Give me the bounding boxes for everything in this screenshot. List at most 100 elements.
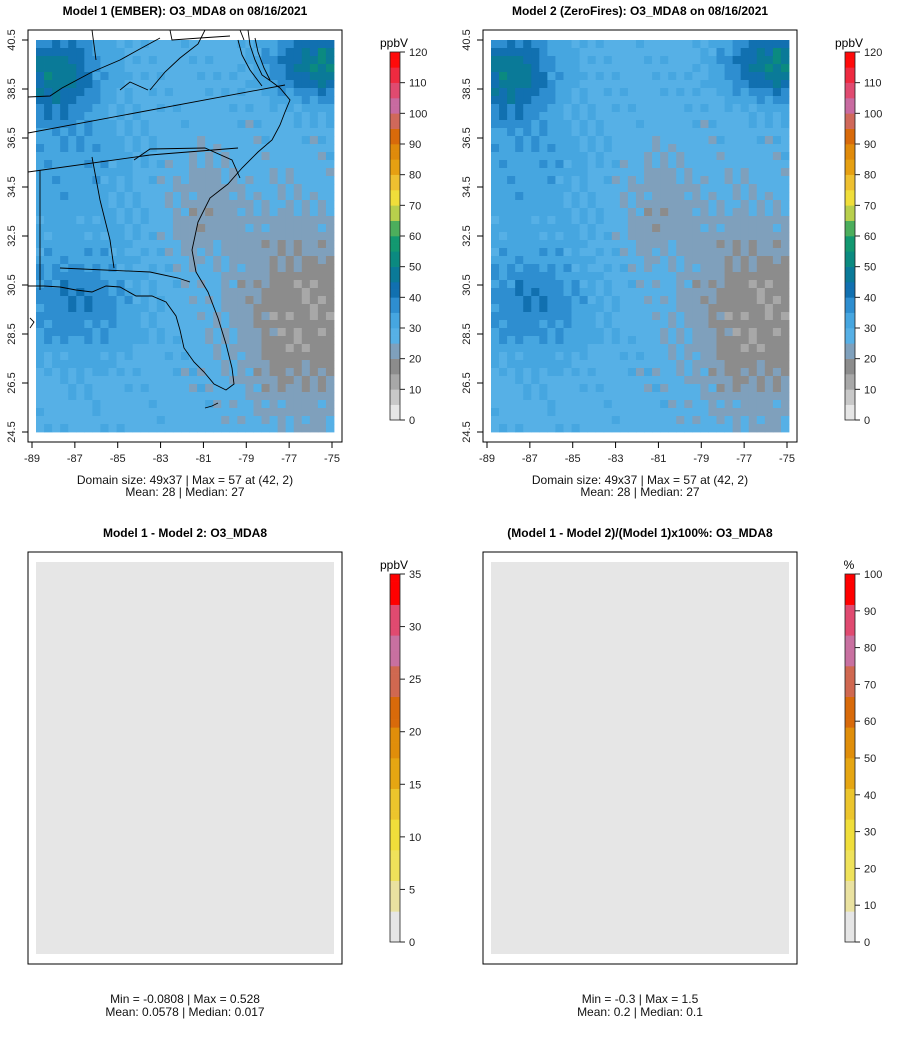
heatmap-cell xyxy=(100,376,109,385)
heatmap-cell xyxy=(764,296,774,305)
heatmap-cell xyxy=(124,160,134,169)
heatmap-cell xyxy=(164,96,174,105)
colorbar-segment xyxy=(845,842,855,851)
heatmap-cell xyxy=(660,176,669,185)
heatmap-cell xyxy=(245,48,254,57)
heatmap-cell xyxy=(539,312,548,321)
colorbar-tick-label: 30 xyxy=(864,827,876,839)
heatmap-cell xyxy=(156,408,166,417)
heatmap-cell xyxy=(116,72,125,81)
heatmap-cell xyxy=(740,176,750,185)
heatmap-cell xyxy=(229,80,238,89)
heatmap-cell xyxy=(491,256,500,265)
colorbar-segment xyxy=(390,98,400,106)
heatmap-cell xyxy=(555,56,564,65)
heatmap-cell xyxy=(44,104,53,113)
heatmap-cell xyxy=(213,240,222,249)
heatmap-cell xyxy=(124,264,134,273)
heatmap-cell xyxy=(124,296,134,305)
heatmap-cell xyxy=(140,224,150,233)
heatmap-cell xyxy=(76,304,85,313)
border-line xyxy=(28,84,286,134)
heatmap-cell xyxy=(531,256,540,265)
heatmap-cell xyxy=(68,104,77,113)
heatmap-cell xyxy=(76,128,85,137)
heatmap-cell xyxy=(285,64,295,73)
heatmap-cell xyxy=(539,192,548,201)
heatmap-cell xyxy=(652,160,661,169)
heatmap-cell xyxy=(660,184,669,193)
heatmap-cell xyxy=(221,232,230,241)
heatmap-cell xyxy=(140,168,150,177)
panel-2: Model 2 (ZeroFires): O3_MDA8 on 08/16/20… xyxy=(461,4,882,499)
heatmap-cell xyxy=(579,224,589,233)
heatmap-cell xyxy=(652,232,661,241)
heatmap-cell xyxy=(635,88,645,97)
heatmap-cell xyxy=(189,232,198,241)
heatmap-cell xyxy=(148,280,158,289)
heatmap-cell xyxy=(627,104,637,113)
heatmap-cell xyxy=(116,168,125,177)
heatmap-cell xyxy=(627,64,637,73)
heatmap-cell xyxy=(724,144,734,153)
colorbar-segment xyxy=(390,911,400,920)
heatmap-cell xyxy=(317,168,327,177)
heatmap-cell xyxy=(309,136,319,145)
heatmap-cell xyxy=(269,264,279,273)
heatmap-cell xyxy=(84,176,93,185)
colorbar-segment xyxy=(390,934,400,943)
heatmap-cell xyxy=(579,368,589,377)
heatmap-cell xyxy=(724,400,734,409)
heatmap-cell xyxy=(732,328,742,337)
heatmap-cell xyxy=(499,104,508,113)
heatmap-cell xyxy=(780,344,790,353)
heatmap-cell xyxy=(595,400,605,409)
heatmap-cell xyxy=(603,224,613,233)
heatmap-cell xyxy=(189,192,198,201)
heatmap-cell xyxy=(668,208,677,217)
heatmap-cell xyxy=(269,232,279,241)
colorbar-frame xyxy=(389,573,401,943)
heatmap-cell xyxy=(732,248,742,257)
heatmap-cell xyxy=(189,48,198,57)
heatmap-cell xyxy=(293,136,303,145)
heatmap-cell xyxy=(692,296,701,305)
heatmap-cell xyxy=(732,48,742,57)
heatmap-cell xyxy=(780,424,790,433)
heatmap-cell xyxy=(579,296,589,305)
heatmap-cell xyxy=(76,264,85,273)
heatmap-cell xyxy=(44,280,53,289)
heatmap-cell xyxy=(285,288,295,297)
heatmap-cell xyxy=(579,40,589,49)
heatmap-cell xyxy=(180,184,190,193)
heatmap-cell xyxy=(523,280,532,289)
heatmap-cell xyxy=(684,352,693,361)
colorbar-segment xyxy=(390,581,400,590)
heatmap-cell xyxy=(652,120,661,129)
heatmap-cell xyxy=(44,320,53,329)
heatmap-cell xyxy=(619,296,629,305)
heatmap-cell xyxy=(100,200,109,209)
heatmap-cell xyxy=(700,112,709,121)
heatmap-cell xyxy=(692,328,701,337)
heatmap-cell xyxy=(780,216,790,225)
heatmap-cell xyxy=(197,112,206,121)
heatmap-cell xyxy=(44,40,53,49)
heatmap-cell xyxy=(587,80,597,89)
heatmap-cell xyxy=(172,304,182,313)
heatmap-cell xyxy=(277,320,287,329)
heatmap-cell xyxy=(716,72,725,81)
heatmap-cell xyxy=(261,144,270,153)
heatmap-cell xyxy=(197,312,206,321)
heatmap-cell xyxy=(627,184,637,193)
heatmap-cell xyxy=(269,312,279,321)
heatmap-cell xyxy=(772,392,782,401)
heatmap-cell xyxy=(756,200,766,209)
heatmap-cell xyxy=(261,272,270,281)
colorbar-segment xyxy=(390,59,400,68)
heatmap-cell xyxy=(245,320,254,329)
heatmap-cell xyxy=(652,296,661,305)
heatmap-cell xyxy=(539,240,548,249)
heatmap-cell xyxy=(740,384,750,393)
heatmap-cell xyxy=(740,160,750,169)
